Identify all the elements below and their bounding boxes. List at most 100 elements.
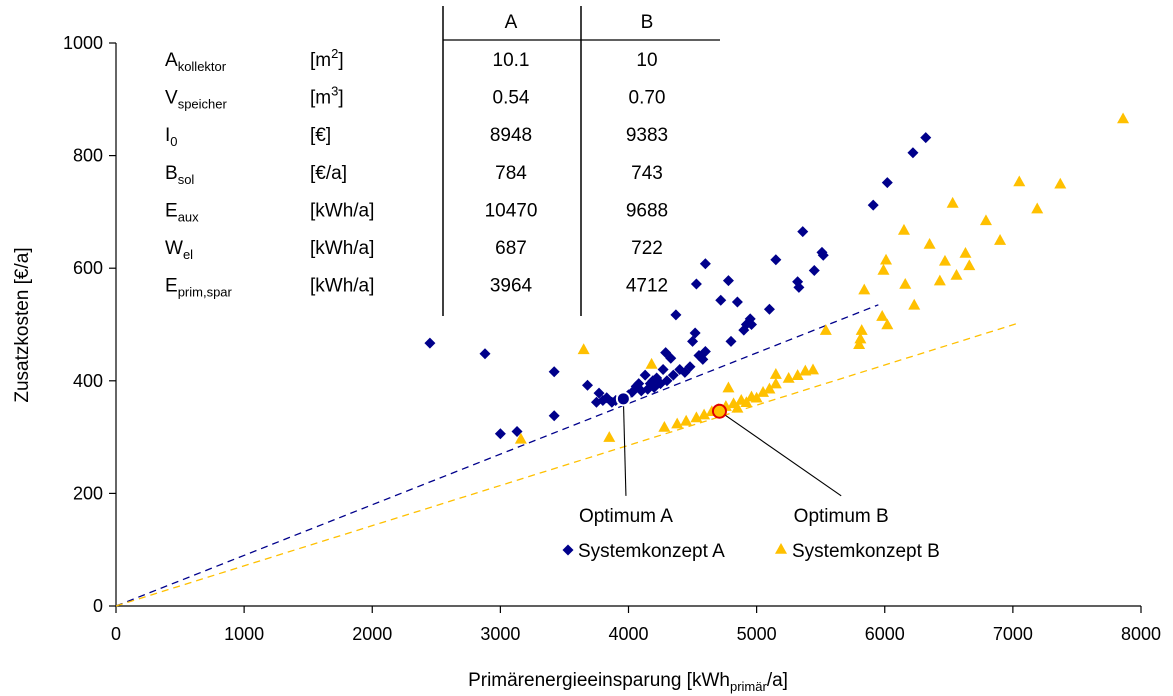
unit-text: [€/a] <box>310 163 347 184</box>
legend-marker-systemkonzept-a <box>562 544 574 556</box>
point-systemkonzept-a <box>548 366 560 378</box>
point-systemkonzept-b <box>680 414 693 426</box>
symbol-letter: A <box>165 50 178 71</box>
y-tick-label: 800 <box>73 146 103 166</box>
optimum-label: Optimum A <box>579 506 673 527</box>
point-systemkonzept-b <box>769 368 782 379</box>
point-systemkonzept-b <box>819 324 832 335</box>
table-value-b: 9688 <box>626 200 668 221</box>
point-systemkonzept-a <box>763 303 775 315</box>
point-systemkonzept-b <box>858 283 871 295</box>
table-value-a: 10470 <box>485 200 538 221</box>
point-systemkonzept-a <box>867 199 879 211</box>
trend-line <box>115 322 1020 607</box>
table-value-a: 687 <box>495 238 527 259</box>
point-systemkonzept-b <box>782 371 795 383</box>
point-systemkonzept-b <box>750 391 763 403</box>
symbol-subscript: sol <box>178 172 195 187</box>
table-value-b: 10 <box>636 50 657 71</box>
optimum-marker <box>615 391 631 407</box>
unit-text: [kWh/a] <box>310 200 374 221</box>
x-tick-label: 5000 <box>737 624 777 644</box>
x-tick-label: 7000 <box>993 624 1033 644</box>
trend-line <box>115 304 879 607</box>
symbol-subscript: aux <box>178 209 199 224</box>
table-value-a: 8948 <box>490 125 532 146</box>
point-systemkonzept-a <box>684 361 696 373</box>
point-systemkonzept-a <box>715 294 727 306</box>
point-systemkonzept-b <box>938 254 951 266</box>
point-systemkonzept-a <box>548 410 560 422</box>
point-systemkonzept-b <box>950 268 963 280</box>
optimum-leader-line <box>719 410 842 497</box>
point-systemkonzept-b <box>877 263 890 275</box>
table-value-b: 722 <box>631 238 663 259</box>
table-row-unit: [kWh/a] <box>310 200 374 221</box>
x-axis-title-main: Primärenergieeinsparung [kWh <box>468 670 730 691</box>
legend-label-systemkonzept-b: Systemkonzept B <box>792 541 940 562</box>
symbol-subscript: speicher <box>178 97 228 112</box>
unit-superscript: 2 <box>331 46 338 61</box>
table-row-unit: [€] <box>310 125 331 146</box>
table-value-b: 4712 <box>626 276 668 297</box>
point-systemkonzept-a <box>661 375 673 387</box>
symbol-letter: E <box>165 276 178 297</box>
trend-lines <box>115 304 1020 607</box>
table-row-unit: [€/a] <box>310 163 347 184</box>
point-systemkonzept-b <box>791 369 804 380</box>
y-tick-label: 0 <box>93 596 103 616</box>
x-tick-label: 6000 <box>865 624 905 644</box>
point-systemkonzept-a <box>689 327 701 339</box>
point-systemkonzept-a <box>690 278 702 290</box>
point-systemkonzept-b <box>994 234 1007 245</box>
point-systemkonzept-a <box>722 275 734 287</box>
table-value-a: 784 <box>495 163 527 184</box>
point-systemkonzept-b <box>577 343 590 355</box>
point-systemkonzept-b <box>899 277 912 289</box>
legend: Systemkonzept A Systemkonzept B <box>562 541 940 562</box>
table-row-symbol: Eaux <box>165 200 199 224</box>
symbol-subscript: prim,spar <box>178 285 233 300</box>
point-systemkonzept-b <box>923 237 936 249</box>
symbol-letter: B <box>165 163 178 184</box>
optima: Optimum A Optimum B <box>579 391 889 527</box>
symbol-letter: V <box>165 88 178 109</box>
point-systemkonzept-a <box>907 147 919 159</box>
point-systemkonzept-b <box>603 431 616 442</box>
point-systemkonzept-b <box>1013 175 1026 187</box>
point-systemkonzept-a <box>639 369 651 381</box>
x-tick-label: 1000 <box>224 624 264 644</box>
symbol-letter: E <box>165 200 178 221</box>
point-systemkonzept-a <box>731 296 743 308</box>
table-row-unit: [kWh/a] <box>310 276 374 297</box>
table-header-a: A <box>505 12 518 33</box>
table-value-b: 9383 <box>626 125 668 146</box>
point-systemkonzept-b <box>908 298 921 310</box>
symbol-letter: W <box>165 238 183 259</box>
symbol-letter: I <box>165 125 170 146</box>
x-tick-label: 4000 <box>608 624 648 644</box>
legend-marker-systemkonzept-b <box>775 543 787 554</box>
x-axis-title: Primärenergieeinsparung [kWhprimär/a] <box>468 670 788 694</box>
unit-text: [kWh/a] <box>310 276 374 297</box>
point-systemkonzept-b <box>671 417 684 429</box>
point-systemkonzept-b <box>959 246 972 258</box>
point-systemkonzept-b <box>979 214 992 226</box>
data-points <box>424 112 1130 444</box>
table-row-symbol: Wel <box>165 238 193 262</box>
x-tick-label: 2000 <box>352 624 392 644</box>
point-systemkonzept-a <box>817 249 829 261</box>
point-systemkonzept-a <box>797 226 809 238</box>
x-tick-label: 0 <box>111 624 121 644</box>
table-value-b: 0.70 <box>629 88 666 109</box>
table-row-unit: [m2] <box>310 46 344 71</box>
x-tick-label: 3000 <box>480 624 520 644</box>
point-systemkonzept-a <box>511 425 523 437</box>
point-systemkonzept-a <box>770 254 782 266</box>
point-systemkonzept-b <box>645 357 658 369</box>
point-systemkonzept-a <box>593 387 605 399</box>
table-row-symbol: Akollektor <box>165 50 227 74</box>
point-systemkonzept-b <box>1117 112 1130 124</box>
